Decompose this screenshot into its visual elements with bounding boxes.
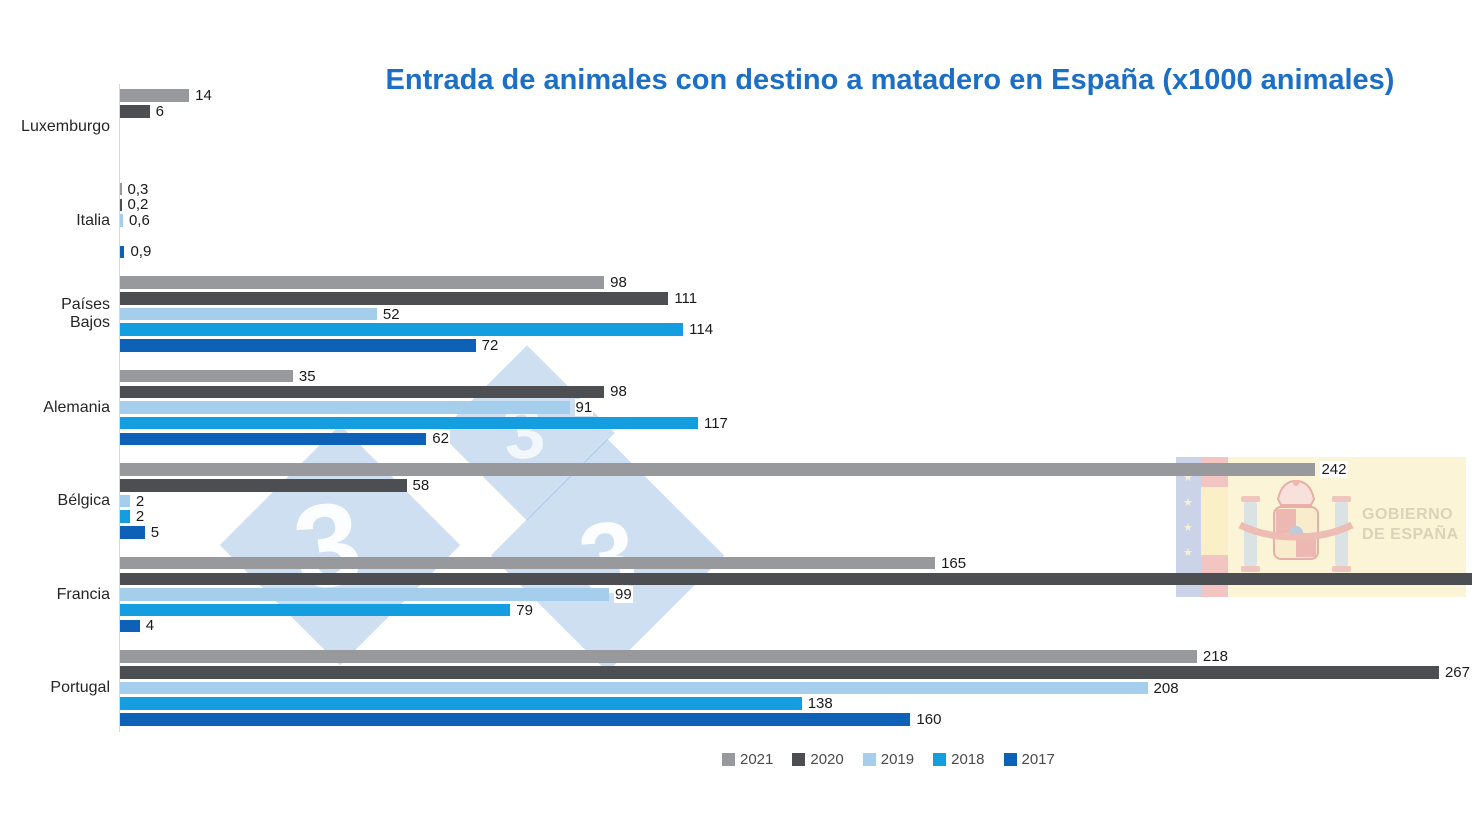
legend-item-2018: 2018 — [933, 751, 985, 768]
category-label-francia: Francia — [56, 585, 110, 603]
legend-item-2021: 2021 — [722, 751, 773, 768]
value-label-portugal-2020: 267 — [1443, 663, 1471, 681]
value-label-francia-2019: 99 — [614, 586, 633, 603]
legend-label-2021: 2021 — [740, 751, 774, 768]
bar-francia-2020 — [120, 572, 1472, 586]
bar-portugal-2017 — [120, 713, 911, 726]
legend-swatch-2018 — [933, 753, 947, 766]
bar-portugal-2019 — [120, 681, 1148, 695]
category-label-b-lgica: Bélgica — [57, 492, 110, 509]
bar-b-lgica-2021 — [120, 463, 1316, 476]
eu-star-icon: ★ — [1183, 472, 1193, 484]
legend-item-2017: 2017 — [1003, 751, 1055, 768]
value-label-francia-2017: 4 — [144, 617, 156, 635]
bar-alemania-2019 — [120, 401, 570, 414]
value-label-luxemburgo-2020: 6 — [154, 102, 165, 120]
value-label-b-lgica-2017: 5 — [149, 523, 161, 541]
bar-b-lgica-2019 — [120, 494, 130, 508]
value-label-alemania-2020: 98 — [609, 383, 628, 401]
legend-swatch-2019 — [862, 753, 876, 766]
bar-alemania-2017 — [120, 432, 427, 446]
bar-b-lgica-2017 — [120, 526, 145, 539]
bar-pa-ses-bajos-2018 — [120, 323, 684, 336]
gobierno-line1: GOBIERNO — [1362, 506, 1454, 523]
bar-portugal-2018 — [120, 697, 802, 710]
legend-swatch-2020 — [792, 753, 806, 766]
gobierno-text: GOBIERNO DE ESPAÑA — [1362, 505, 1459, 545]
bar-francia-2017 — [120, 619, 140, 633]
bar-italia-2020 — [120, 198, 122, 212]
bar-italia-2017 — [120, 245, 125, 259]
bar-pa-ses-bajos-2019 — [120, 307, 377, 321]
eu-star-icon: ★ — [1183, 522, 1193, 534]
spain-coat-of-arms — [1238, 479, 1354, 572]
legend-swatch-2021 — [722, 753, 735, 766]
bar-b-lgica-2020 — [120, 479, 407, 492]
legend-label-2018: 2018 — [951, 751, 985, 768]
bar-b-lgica-2018 — [120, 510, 130, 523]
value-label-italia-2020: 0,2 — [126, 196, 150, 214]
value-label-pa-ses-bajos-2017: 72 — [480, 336, 500, 354]
bar-pa-ses-bajos-2021 — [120, 276, 605, 289]
eu-star-icon: ★ — [1183, 547, 1193, 559]
value-label-b-lgica-2019: 2 — [134, 492, 146, 510]
bar-pa-ses-bajos-2017 — [120, 339, 476, 352]
gobierno-line2: DE ESPAÑA — [1362, 526, 1459, 543]
value-label-pa-ses-bajos-2019: 52 — [381, 305, 401, 323]
legend-label-2017: 2017 — [1021, 751, 1055, 768]
category-label-luxemburgo: Luxemburgo — [21, 118, 110, 135]
value-label-alemania-2017: 62 — [431, 430, 450, 448]
value-label-alemania-2018: 117 — [702, 414, 729, 432]
value-label-b-lgica-2021: 242 — [1320, 461, 1348, 479]
legend: 2021 2020 2019 2018 2017 — [722, 751, 1055, 768]
legend-swatch-2017 — [1003, 753, 1017, 766]
value-label-portugal-2017: 160 — [915, 710, 943, 728]
legend-item-2020: 2020 — [792, 751, 844, 768]
bar-portugal-2021 — [120, 650, 1197, 663]
value-label-alemania-2019: 91 — [574, 399, 594, 416]
y-axis-line — [119, 84, 120, 732]
bar-italia-2021 — [120, 182, 122, 196]
category-label-alemania: Alemania — [43, 398, 110, 416]
category-label-pa-ses-bajos: Países Bajos — [61, 296, 110, 331]
eu-star-icon: ★ — [1183, 497, 1193, 509]
bar-pa-ses-bajos-2020 — [120, 292, 669, 305]
value-label-francia-2018: 79 — [515, 601, 534, 619]
category-label-italia: Italia — [76, 211, 110, 229]
bar-francia-2018 — [120, 603, 511, 617]
bar-portugal-2020 — [120, 666, 1439, 679]
value-label-pa-ses-bajos-2018: 114 — [688, 321, 715, 339]
bar-alemania-2021 — [120, 369, 293, 383]
bar-francia-2021 — [120, 556, 936, 570]
value-label-pa-ses-bajos-2021: 98 — [609, 274, 628, 292]
bar-luxemburgo-2020 — [120, 105, 150, 118]
bar-italia-2019 — [120, 214, 123, 227]
bar-francia-2019 — [120, 588, 610, 601]
value-label-pa-ses-bajos-2020: 111 — [673, 289, 699, 307]
value-label-italia-2019: 0,6 — [127, 212, 151, 229]
value-label-portugal-2021: 218 — [1201, 648, 1229, 666]
value-label-b-lgica-2020: 58 — [411, 476, 431, 494]
bar-luxemburgo-2021 — [120, 89, 190, 102]
chart-title: Entrada de animales con destino a matade… — [385, 64, 1395, 96]
category-label-portugal: Portugal — [50, 679, 110, 696]
legend-label-2020: 2020 — [810, 751, 844, 768]
value-label-francia-2021: 165 — [940, 554, 968, 572]
value-label-b-lgica-2018: 2 — [134, 508, 146, 526]
bar-alemania-2018 — [120, 416, 698, 430]
bar-alemania-2020 — [120, 385, 605, 399]
legend-item-2019: 2019 — [862, 751, 915, 768]
value-label-italia-2021: 0,3 — [126, 180, 150, 198]
value-label-alemania-2021: 35 — [297, 367, 317, 385]
value-label-luxemburgo-2021: 14 — [194, 87, 213, 105]
value-label-italia-2017: 0,9 — [129, 243, 153, 261]
value-label-portugal-2019: 208 — [1152, 679, 1180, 697]
value-label-portugal-2018: 138 — [806, 695, 834, 713]
legend-label-2019: 2019 — [880, 751, 915, 768]
